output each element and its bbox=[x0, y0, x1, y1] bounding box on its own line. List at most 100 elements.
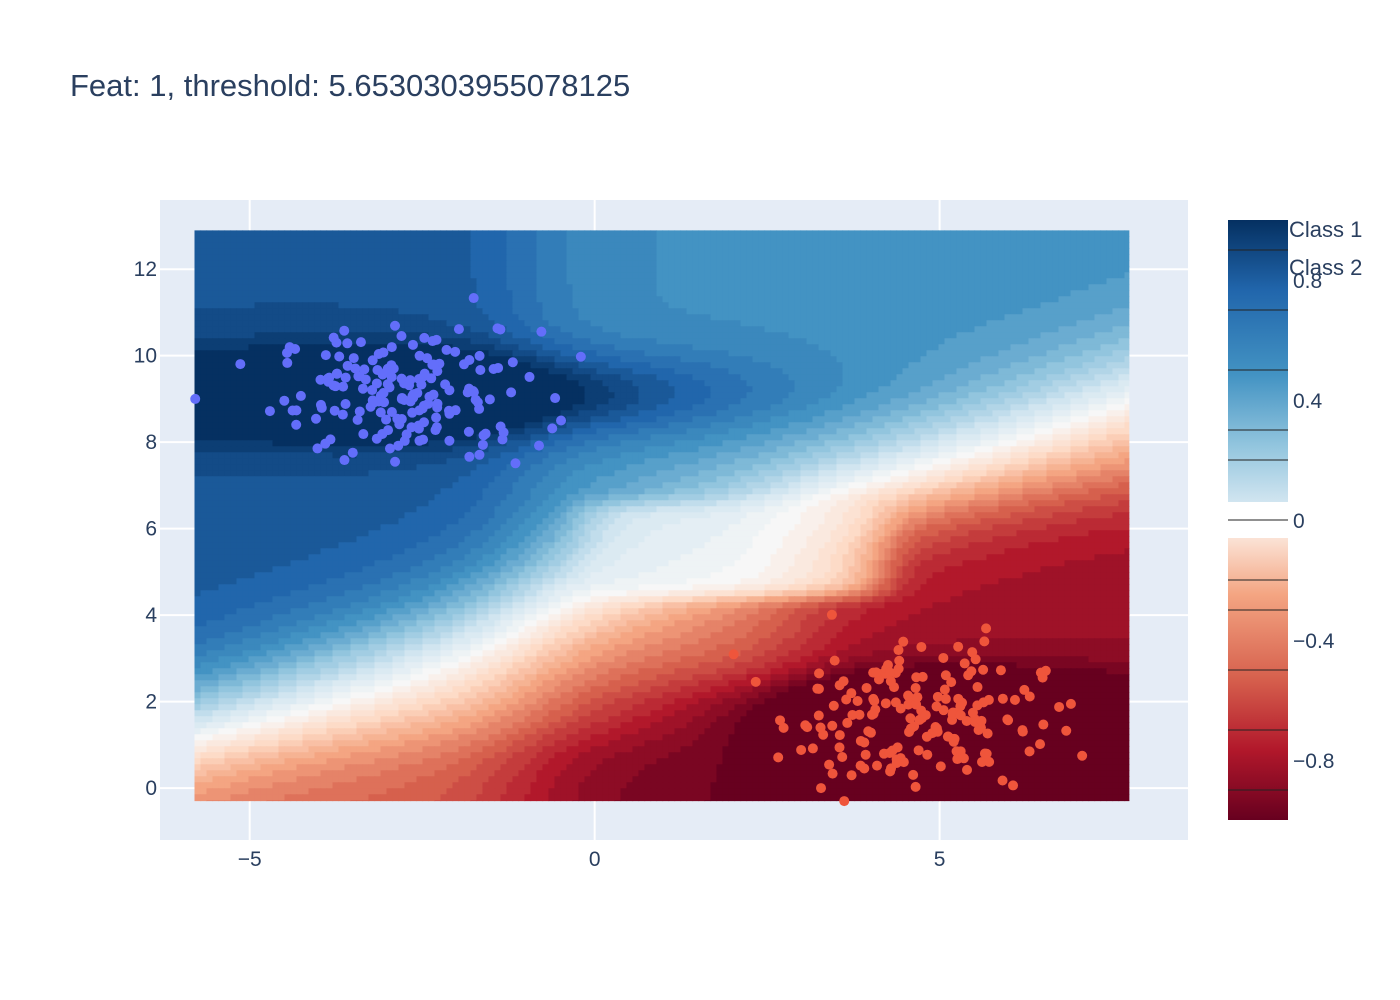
contour-cell bbox=[1058, 296, 1066, 303]
contour-cell bbox=[896, 362, 904, 369]
contour-cell bbox=[650, 320, 658, 327]
contour-cell bbox=[854, 416, 862, 423]
contour-cell bbox=[752, 284, 760, 291]
contour-cell bbox=[788, 398, 796, 405]
contour-cell bbox=[968, 368, 976, 375]
contour-cell bbox=[248, 308, 256, 315]
contour-cell bbox=[566, 266, 574, 273]
contour-cell bbox=[254, 320, 262, 327]
contour-cell bbox=[704, 278, 712, 285]
contour-cell bbox=[332, 416, 340, 423]
contour-cell bbox=[332, 392, 340, 399]
contour-cell bbox=[536, 386, 544, 393]
contour-cell bbox=[740, 386, 748, 393]
contour-cell bbox=[236, 314, 244, 321]
contour-cell bbox=[908, 278, 916, 285]
contour-cell bbox=[1124, 374, 1130, 381]
contour-cell bbox=[728, 302, 736, 309]
contour-cell bbox=[572, 350, 580, 357]
contour-cell bbox=[218, 308, 226, 315]
contour-cell bbox=[560, 350, 568, 357]
contour-cell bbox=[386, 356, 394, 363]
contour-cell bbox=[266, 350, 274, 357]
contour-cell bbox=[890, 302, 898, 309]
contour-cell bbox=[770, 338, 778, 345]
contour-cell bbox=[602, 410, 610, 417]
contour-cell bbox=[314, 236, 322, 243]
contour-cell bbox=[1010, 284, 1018, 291]
contour-cell bbox=[218, 254, 226, 261]
contour-cell bbox=[740, 308, 748, 315]
contour-cell bbox=[722, 272, 730, 279]
contour-cell bbox=[410, 272, 418, 279]
contour-cell bbox=[692, 272, 700, 279]
contour-cell bbox=[548, 362, 556, 369]
contour-cell bbox=[530, 284, 538, 291]
contour-cell bbox=[512, 326, 520, 333]
contour-cell bbox=[200, 284, 208, 291]
contour-cell bbox=[656, 398, 664, 405]
contour-cell bbox=[1052, 392, 1060, 399]
contour-cell bbox=[476, 386, 484, 393]
contour-cell bbox=[980, 332, 988, 339]
contour-cell bbox=[266, 320, 274, 327]
contour-cell bbox=[1058, 320, 1066, 327]
contour-cell bbox=[350, 260, 358, 267]
contour-cell bbox=[554, 338, 562, 345]
contour-cell bbox=[986, 410, 994, 417]
contour-cell bbox=[818, 320, 826, 327]
contour-cell bbox=[482, 290, 490, 297]
contour-cell bbox=[224, 410, 232, 417]
contour-cell bbox=[1088, 272, 1096, 279]
contour-cell bbox=[824, 368, 832, 375]
contour-cell bbox=[1106, 236, 1114, 243]
contour-cell bbox=[752, 326, 760, 333]
contour-cell bbox=[464, 260, 472, 267]
contour-cell bbox=[356, 260, 364, 267]
contour-cell bbox=[1124, 326, 1130, 333]
contour-cell bbox=[230, 260, 238, 267]
contour-cell bbox=[404, 404, 412, 411]
contour-cell bbox=[710, 410, 718, 417]
contour-cell bbox=[854, 266, 862, 273]
contour-cell bbox=[512, 242, 520, 249]
contour-cell bbox=[770, 368, 778, 375]
contour-cell bbox=[314, 326, 322, 333]
contour-cell bbox=[1118, 302, 1126, 309]
contour-cell bbox=[800, 254, 808, 261]
contour-cell bbox=[998, 332, 1006, 339]
contour-cell bbox=[968, 416, 976, 423]
contour-cell bbox=[512, 272, 520, 279]
contour-cell bbox=[302, 254, 310, 261]
contour-cell bbox=[950, 308, 958, 315]
contour-cell bbox=[992, 296, 1000, 303]
contour-cell bbox=[812, 350, 820, 357]
contour-cell bbox=[464, 236, 472, 243]
contour-cell bbox=[1040, 350, 1048, 357]
contour-cell bbox=[326, 344, 334, 351]
contour-cell bbox=[422, 386, 430, 393]
contour-cell bbox=[620, 314, 628, 321]
contour-cell bbox=[230, 362, 238, 369]
contour-cell bbox=[848, 338, 856, 345]
contour-cell bbox=[1076, 266, 1084, 273]
contour-cell bbox=[710, 296, 718, 303]
contour-cell bbox=[320, 290, 328, 297]
contour-cell bbox=[416, 290, 424, 297]
contour-cell bbox=[644, 380, 652, 387]
contour-cell bbox=[686, 320, 694, 327]
contour-cell bbox=[554, 314, 562, 321]
contour-cell bbox=[800, 302, 808, 309]
contour-cell bbox=[356, 242, 364, 249]
contour-cell bbox=[1046, 290, 1054, 297]
contour-cell bbox=[704, 236, 712, 243]
contour-cell bbox=[212, 254, 220, 261]
contour-cell bbox=[464, 380, 472, 387]
contour-cell bbox=[464, 248, 472, 255]
contour-cell bbox=[422, 266, 430, 273]
contour-cell bbox=[788, 272, 796, 279]
contour-cell bbox=[806, 314, 814, 321]
contour-cell bbox=[452, 296, 460, 303]
contour-cell bbox=[590, 236, 598, 243]
contour-cell bbox=[410, 368, 418, 375]
